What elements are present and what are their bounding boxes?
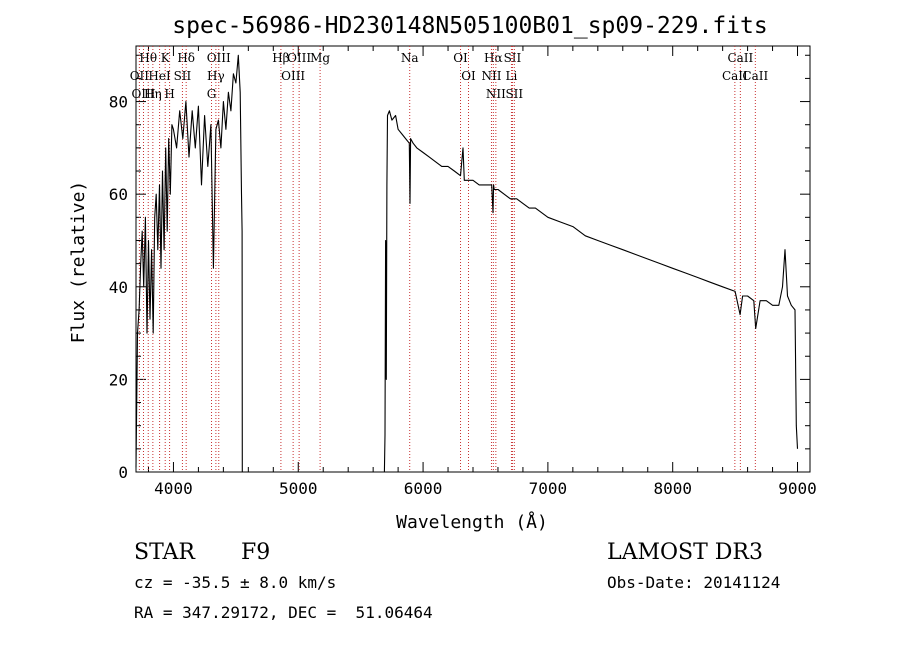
line-marker-label: SII [174,69,192,83]
line-marker-label: H [164,87,174,101]
line-marker-label: Hα [484,51,503,65]
line-marker-label: G [207,87,217,101]
y-tick-label: 40 [109,278,128,297]
line-marker-label: OIII [287,51,311,65]
x-tick-label: 4000 [154,479,193,498]
y-axis-label: Flux (relative) [68,181,89,344]
plot-area: 4000 5000 6000 7000 8000 9000 0 20 40 60 80 Hθ OII OI… [109,45,817,498]
line-marker-label: OIII [281,69,305,83]
observation-date: Obs-Date: 20141124 [607,573,781,592]
spectral-subclass: F9 [241,540,271,565]
line-marker-label: OI [453,51,468,65]
spectrum-line [135,54,799,473]
x-axis-label: Wavelength (Å) [396,511,548,533]
line-marker-label: Hδ [177,51,195,65]
line-marker-label: Hη [144,87,162,101]
y-tick-label: 80 [109,93,128,112]
spectrum-chart: spec-56986-HD230148N505100B01_sp09-229.f… [68,13,817,533]
line-marker-label: OI [461,69,476,83]
line-marker-label: Hβ [272,51,289,65]
redshift-text: cz = -35.5 ± 8.0 km/s [134,573,337,592]
line-marker-label: Hθ [139,51,157,65]
line-marker-label: CaII [727,51,753,65]
line-marker-label: CaII [722,69,748,83]
object-type: STAR [134,540,195,565]
line-marker-label: Li [506,69,518,83]
plot-frame [135,45,811,473]
chart-title: spec-56986-HD230148N505100B01_sp09-229.f… [172,13,767,39]
line-marker-label: OIII [131,87,155,101]
line-marker-label: K [161,51,171,65]
x-tick-label: 9000 [778,479,817,498]
line-marker-label: NII [486,87,506,101]
line-marker-label: SII [505,87,523,101]
line-marker-label: Mg [310,51,330,65]
x-tick-label: 7000 [529,479,568,498]
y-tick-label: 60 [109,185,128,204]
line-marker-label: Hγ [207,69,225,83]
line-marker-label: Na [401,51,419,65]
y-tick-label: 0 [118,463,128,482]
x-tick-label: 5000 [279,479,318,498]
line-marker-label: OII [130,69,150,83]
x-tick-label: 6000 [404,479,443,498]
survey-name: LAMOST DR3 [607,540,763,565]
line-marker-label: HeI [148,69,171,83]
line-marker-label: OIII [207,51,231,65]
line-marker-label: SII [504,51,522,65]
coordinates-text: RA = 347.29172, DEC = 51.06464 [134,603,433,622]
y-tick-label: 20 [109,370,128,389]
x-tick-label: 8000 [653,479,692,498]
line-marker-label: CaII [742,69,768,83]
line-marker-label: NII [481,69,501,83]
